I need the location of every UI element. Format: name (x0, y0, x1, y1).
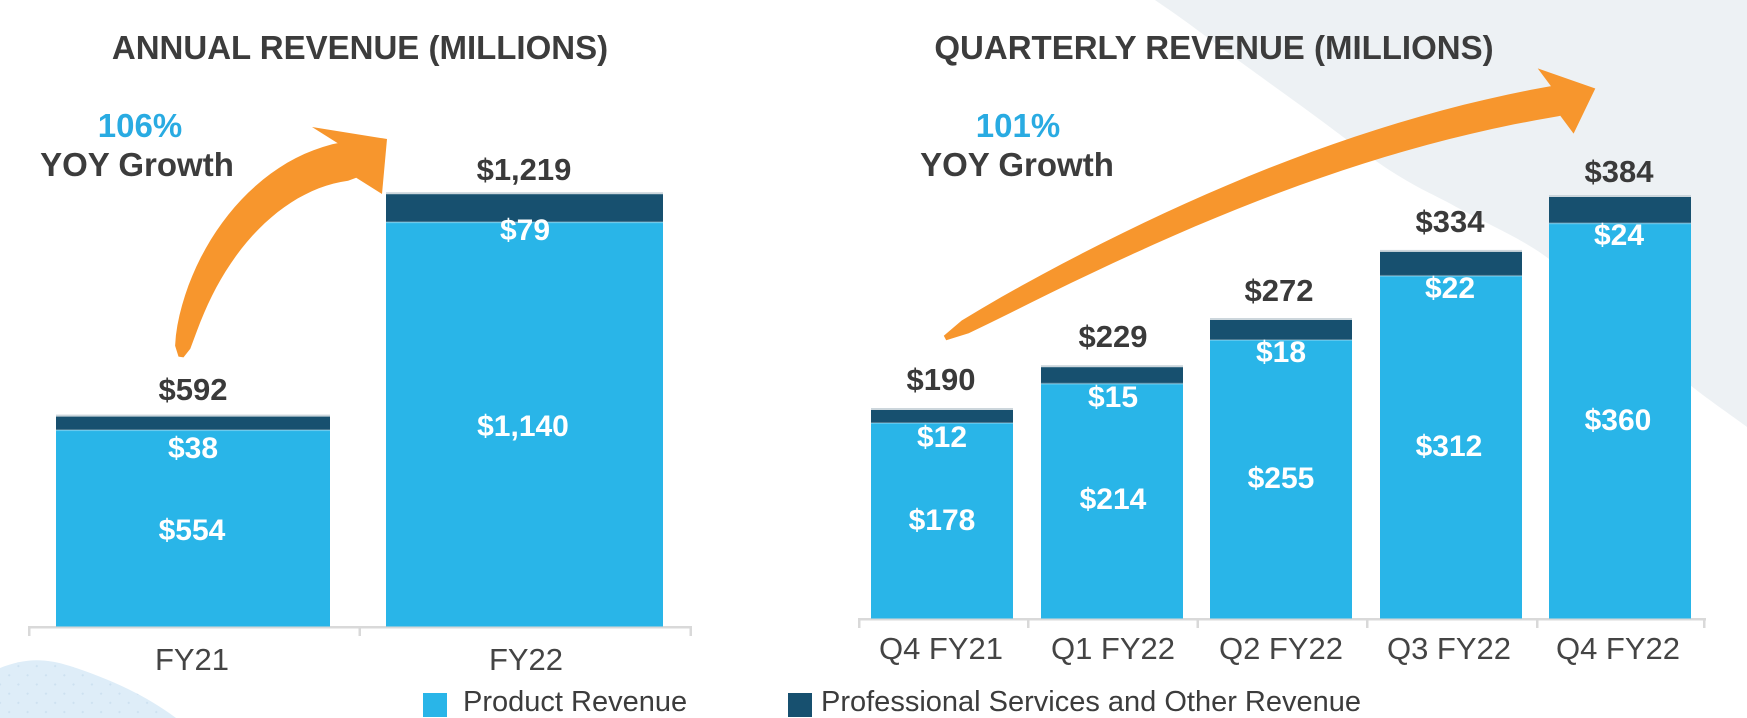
svg-text:$24: $24 (1594, 219, 1644, 252)
svg-text:Q4 FY22: Q4 FY22 (1556, 631, 1680, 666)
svg-text:ANNUAL REVENUE (MILLIONS): ANNUAL REVENUE (MILLIONS) (112, 29, 608, 66)
svg-text:$190: $190 (907, 362, 976, 397)
svg-text:Professional Services and Othe: Professional Services and Other Revenue (821, 686, 1361, 718)
svg-text:Product Revenue: Product Revenue (463, 686, 687, 718)
svg-text:Q2 FY22: Q2 FY22 (1219, 631, 1343, 666)
svg-text:FY22: FY22 (489, 642, 563, 677)
svg-text:$22: $22 (1425, 272, 1475, 305)
svg-text:$334: $334 (1416, 204, 1486, 239)
svg-text:$384: $384 (1585, 154, 1655, 189)
svg-text:$554: $554 (159, 514, 226, 547)
svg-text:$272: $272 (1245, 273, 1314, 308)
svg-text:$18: $18 (1256, 336, 1306, 369)
svg-text:$214: $214 (1080, 483, 1147, 516)
svg-text:$592: $592 (159, 372, 228, 407)
svg-text:YOY Growth: YOY Growth (920, 146, 1114, 183)
svg-text:$229: $229 (1079, 319, 1148, 354)
svg-text:$1,219: $1,219 (477, 152, 572, 187)
svg-text:FY21: FY21 (155, 642, 229, 677)
svg-text:YOY Growth: YOY Growth (40, 146, 234, 183)
svg-text:Q4 FY21: Q4 FY21 (879, 631, 1003, 666)
svg-text:$12: $12 (917, 421, 967, 454)
svg-text:Q1 FY22: Q1 FY22 (1051, 631, 1175, 666)
svg-text:$38: $38 (168, 432, 218, 465)
svg-text:106%: 106% (98, 107, 182, 144)
svg-text:$360: $360 (1585, 404, 1652, 437)
svg-text:$312: $312 (1416, 430, 1483, 463)
svg-text:$1,140: $1,140 (477, 410, 569, 443)
svg-text:QUARTERLY REVENUE (MILLIONS): QUARTERLY REVENUE (MILLIONS) (934, 29, 1493, 66)
svg-text:$79: $79 (500, 214, 550, 247)
svg-text:$255: $255 (1248, 462, 1315, 495)
svg-text:$178: $178 (909, 504, 976, 537)
svg-text:$15: $15 (1088, 381, 1138, 414)
svg-text:101%: 101% (976, 107, 1060, 144)
svg-text:Q3 FY22: Q3 FY22 (1387, 631, 1511, 666)
